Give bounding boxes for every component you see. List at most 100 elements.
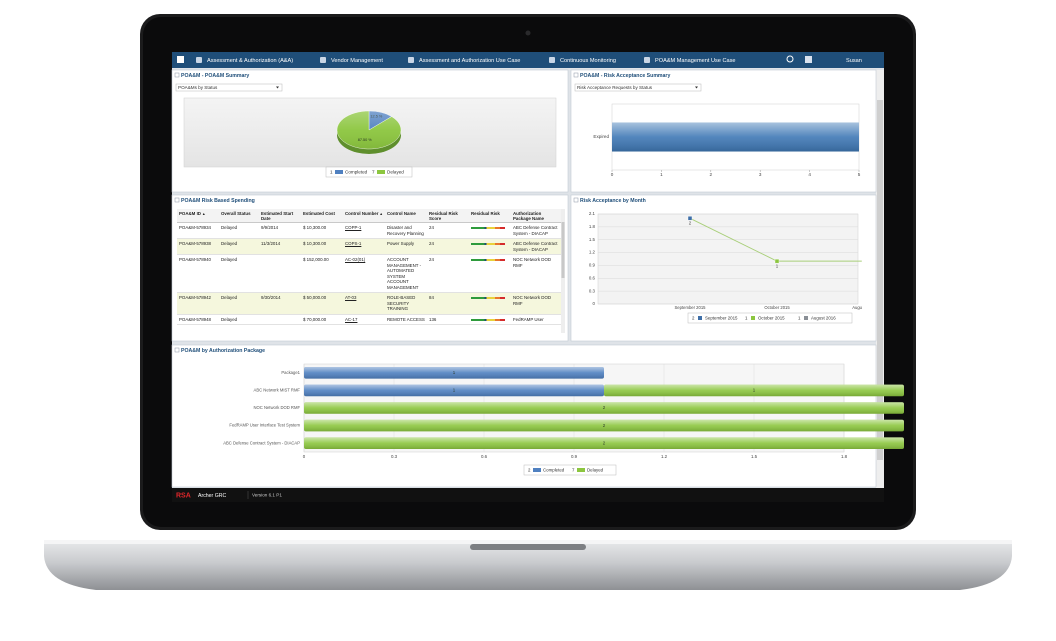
nav-item[interactable]: Assessment & Authorization (A&A) [207,58,293,64]
legend-count: 7 [372,170,375,175]
y-tick-label: ABC Defense Contract System - DIACAP [223,440,300,445]
bar-gloss [612,122,859,152]
column-header[interactable]: Residual Risk Score [427,209,469,223]
legend-label: Completed [543,467,565,472]
search-icon[interactable] [786,55,794,63]
table-row: POA&M-578948 Delayed $ 70,000.00 AC-17 REMOT… [177,314,561,325]
panel-icon [174,72,180,78]
table-cell: ABC Defense Contract System - DIACAP [511,222,561,239]
risk-gauge [471,318,505,321]
legend-swatch [577,468,585,472]
table-row: POA&M-578934 Delayed 9/9/2014 $ 10,300.00 CO… [177,222,561,239]
table-cell: POA&M-578948 [177,314,219,325]
y-tick-label: ABC Network MIST RMF [254,388,301,393]
nav-icon [549,57,555,63]
table-cell [259,254,301,293]
dropdown-arrow [276,86,279,89]
legend-box [325,166,413,178]
x-tick-label: 2 [710,172,713,177]
y-tick-label: 1.5 [589,237,596,242]
risk-gauge [471,227,505,230]
column-header[interactable]: Estimated Cost [301,209,343,223]
dropdown[interactable] [574,83,702,92]
legend-label: August 2016 [811,315,836,320]
legend-count: 7 [572,467,575,472]
nav-item[interactable]: Vendor Management [331,58,383,64]
column-header[interactable]: Authorization Package Name [511,209,561,223]
table-row: POA&M-578940 Delayed $ 152,000.00 AC-02(01)… [177,254,561,293]
data-label: 1 [776,263,779,268]
laptop-base [44,540,1012,590]
nav-item[interactable]: POA&M Management Use Case [655,58,736,64]
y-tick-label: 0.3 [589,288,596,293]
table-cell[interactable]: AC-17 [343,314,385,325]
table-cell[interactable]: COPP-1 [343,222,385,239]
table-scrollbar-thumb[interactable] [561,222,565,278]
table-row: POA&M-578942 Delayed 9/30/2014 $ 50,000.00 A… [177,292,561,315]
base-edge [44,540,1012,544]
x-tick-label: 1.8 [841,454,848,459]
table-cell: FedRAMP User [511,314,561,325]
home-icon[interactable] [177,56,184,63]
nav-item[interactable]: Assessment and Authorization Use Case [419,58,520,64]
table-cell [259,314,301,325]
legend-count: 2 [692,315,695,320]
panel-icon [174,197,180,203]
table-cell[interactable]: AC-02(01) [343,254,385,293]
legend-swatch [377,170,385,174]
data-label: 2 [603,405,606,410]
bar-gloss [304,402,904,414]
x-tick-label: 5 [858,172,861,177]
table-cell: ABC Defense Contract System - DIACAP [511,238,561,255]
y-tick-label: Expired [593,134,609,139]
column-header[interactable]: Control Name [385,209,427,223]
panel-icon [573,72,579,78]
bar-gloss [304,366,604,379]
table-cell: 24 [427,238,469,255]
y-tick-label: 0 [593,301,596,306]
table-cell: $ 50,000.00 [301,292,343,315]
x-tick-label: 1.5 [751,454,758,459]
residual-risk-cell [469,238,511,255]
column-header[interactable]: Estimated Start Date [259,209,301,223]
column-header[interactable]: Control Number [343,209,385,223]
scrollbar-thumb[interactable] [877,100,883,460]
legend-count: 1 [745,315,748,320]
residual-risk-cell [469,222,511,239]
dropdown-value: Risk Acceptance Requests by Status [577,85,653,90]
data-label: 1 [753,388,756,393]
table-cell: 84 [427,292,469,315]
column-header[interactable]: Residual Risk [469,209,511,223]
y-tick-label: 2.1 [589,211,596,216]
table-cell: $ 10,300.00 [301,238,343,255]
column-header[interactable]: POA&M ID [177,209,219,223]
user-menu[interactable]: Susan [846,58,862,64]
table-cell: POA&M-578942 [177,292,219,315]
x-tick-label: October 2015 [764,305,790,310]
column-header[interactable]: Overall Status [219,209,259,223]
dropdown-value: POA&Ms by Status [178,85,218,90]
legend-swatch [533,468,541,472]
tools-icon[interactable] [805,56,812,63]
nav-icon [196,57,202,63]
y-tick-label: 0.9 [589,263,596,268]
nav-item[interactable]: Continuous Monitoring [560,58,616,64]
table-cell[interactable]: COPS-1 [343,238,385,255]
table-cell[interactable]: AT-03 [343,292,385,315]
legend-label: September 2015 [705,315,738,320]
table-cell: POA&M-578940 [177,254,219,293]
x-tick-label: September 2015 [675,305,707,310]
dropdown[interactable] [175,83,283,92]
table-cell: ACCOUNT MANAGEMENT - AUTOMATED SYSTEM AC… [385,254,427,293]
y-tick-label: 1.8 [589,224,596,229]
trackpad-notch [470,544,586,550]
table-cell: $ 70,000.00 [301,314,343,325]
table-cell: REMOTE ACCESS [385,314,427,325]
panel-title: POA&M - Risk Acceptance Summary [580,73,670,79]
residual-risk-cell [469,314,511,325]
